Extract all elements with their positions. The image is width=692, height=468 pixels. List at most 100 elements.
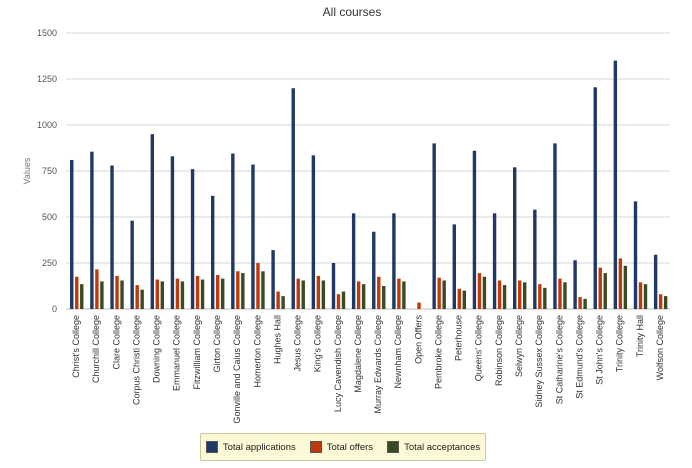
y-tick-label: 0 <box>52 304 57 314</box>
bar-total-applications <box>190 169 195 309</box>
bar-total-applications <box>331 263 336 309</box>
x-tick-label: Murray Edwards College <box>373 315 383 414</box>
bars <box>70 60 668 309</box>
bar-total-offers <box>296 278 300 309</box>
bar-total-applications <box>291 88 295 309</box>
bar-total-offers <box>538 284 542 309</box>
x-tick-label: Jesus College <box>293 315 303 372</box>
bar-total-acceptances <box>261 271 265 309</box>
bar-total-acceptances <box>341 291 346 309</box>
bar-total-applications <box>231 153 235 309</box>
bar-total-applications <box>70 159 74 309</box>
x-tick-label: Churchill College <box>91 315 101 383</box>
bar-total-offers <box>195 275 200 309</box>
legend-swatch-applications <box>205 441 218 453</box>
bar-total-applications <box>130 220 134 309</box>
bar-total-acceptances <box>502 285 507 309</box>
y-axis-ticks: 0 250 500 750 1000 1250 1500 <box>37 28 57 314</box>
bar-total-acceptances <box>301 280 305 309</box>
bar-total-offers <box>316 275 321 309</box>
legend-item-acceptances: Total acceptances <box>387 441 480 453</box>
bar-total-applications <box>211 195 215 309</box>
bar-total-acceptances <box>281 296 285 309</box>
y-tick-label: 750 <box>42 166 57 176</box>
bar-total-acceptances <box>180 281 185 309</box>
x-tick-label: Christ's College <box>71 315 81 378</box>
bar-total-applications <box>392 213 396 309</box>
bar-total-acceptances <box>80 284 84 309</box>
legend-label-applications: Total applications <box>222 441 296 453</box>
x-tick-label: Magdalene College <box>353 315 363 393</box>
bar-total-offers <box>397 278 401 309</box>
bar-total-acceptances <box>140 289 144 309</box>
bar-total-acceptances <box>462 290 466 309</box>
bar-total-applications <box>311 155 316 309</box>
bar-total-offers <box>236 271 240 309</box>
x-tick-label: Gonville and Caius College <box>232 315 242 424</box>
bar-total-offers <box>175 278 180 309</box>
bar-total-applications <box>472 150 477 309</box>
bar-total-acceptances <box>200 279 205 309</box>
chart-title: All courses <box>323 5 382 19</box>
bar-total-offers <box>377 276 381 309</box>
bar-total-offers <box>356 281 361 309</box>
bar-total-acceptances <box>663 296 668 309</box>
bar-total-offers <box>518 280 522 309</box>
x-tick-label: St Catharine's College <box>554 315 564 404</box>
bar-total-offers <box>336 294 341 309</box>
x-tick-label: Selwyn College <box>514 315 524 377</box>
x-tick-label: Queens' College <box>474 315 484 381</box>
bar-total-acceptances <box>583 298 587 309</box>
bar-total-offers <box>578 297 582 309</box>
bar-total-offers <box>497 280 502 309</box>
y-tick-label: 1000 <box>37 120 57 130</box>
x-tick-label: St John's College <box>595 315 605 385</box>
x-tick-label: Hughes Hall <box>272 315 282 364</box>
bar-total-offers <box>417 302 421 309</box>
x-tick-label: Robinson College <box>494 315 504 386</box>
bar-total-applications <box>613 60 618 309</box>
bar-total-offers <box>618 258 623 309</box>
x-tick-label: Sidney Sussex College <box>534 315 544 408</box>
x-tick-label: Pembroke College <box>433 315 443 389</box>
x-tick-label: Fitzwilliam College <box>192 315 202 390</box>
bar-total-acceptances <box>442 280 446 309</box>
x-tick-label: St Edmund's College <box>574 315 584 399</box>
bar-total-acceptances <box>563 282 567 309</box>
bar-total-applications <box>533 209 537 309</box>
x-tick-label: Trinity Hall <box>635 315 645 357</box>
bar-total-acceptances <box>643 284 648 309</box>
bar-total-applications <box>90 151 94 309</box>
x-tick-label: Open Offers <box>413 315 423 364</box>
bar-total-applications <box>573 260 577 309</box>
x-tick-label: Homerton College <box>252 315 262 388</box>
y-axis-label: Values <box>22 157 32 184</box>
bar-total-offers <box>598 267 602 309</box>
y-tick-label: 250 <box>42 258 57 268</box>
bar-total-applications <box>653 254 658 309</box>
x-tick-label: Peterhouse <box>454 315 464 361</box>
x-tick-label: Clare College <box>111 315 121 370</box>
x-tick-label: Wolfson College <box>655 315 665 380</box>
bar-total-offers <box>558 278 562 309</box>
bar-total-acceptances <box>402 281 406 309</box>
bar-total-acceptances <box>321 280 326 309</box>
x-tick-label: Downing College <box>152 315 162 383</box>
bar-total-acceptances <box>382 286 386 309</box>
x-tick-label: Corpus Christi College <box>131 315 141 405</box>
legend-item-offers: Total offers <box>309 441 373 453</box>
bar-total-applications <box>452 224 456 309</box>
legend-swatch-acceptances <box>387 441 400 453</box>
bar-total-applications <box>150 134 154 309</box>
x-tick-label: King's College <box>313 315 323 372</box>
bar-total-acceptances <box>221 278 225 309</box>
bar-total-applications <box>513 167 517 309</box>
bar-total-applications <box>492 213 497 309</box>
legend: Total applications Total offers Total ac… <box>200 433 486 461</box>
bar-total-applications <box>633 201 638 309</box>
x-tick-label: Lucy Cavendish College <box>333 315 343 412</box>
legend-item-applications: Total applications <box>205 441 296 453</box>
bar-total-applications <box>110 165 114 309</box>
bar-total-offers <box>75 276 79 309</box>
